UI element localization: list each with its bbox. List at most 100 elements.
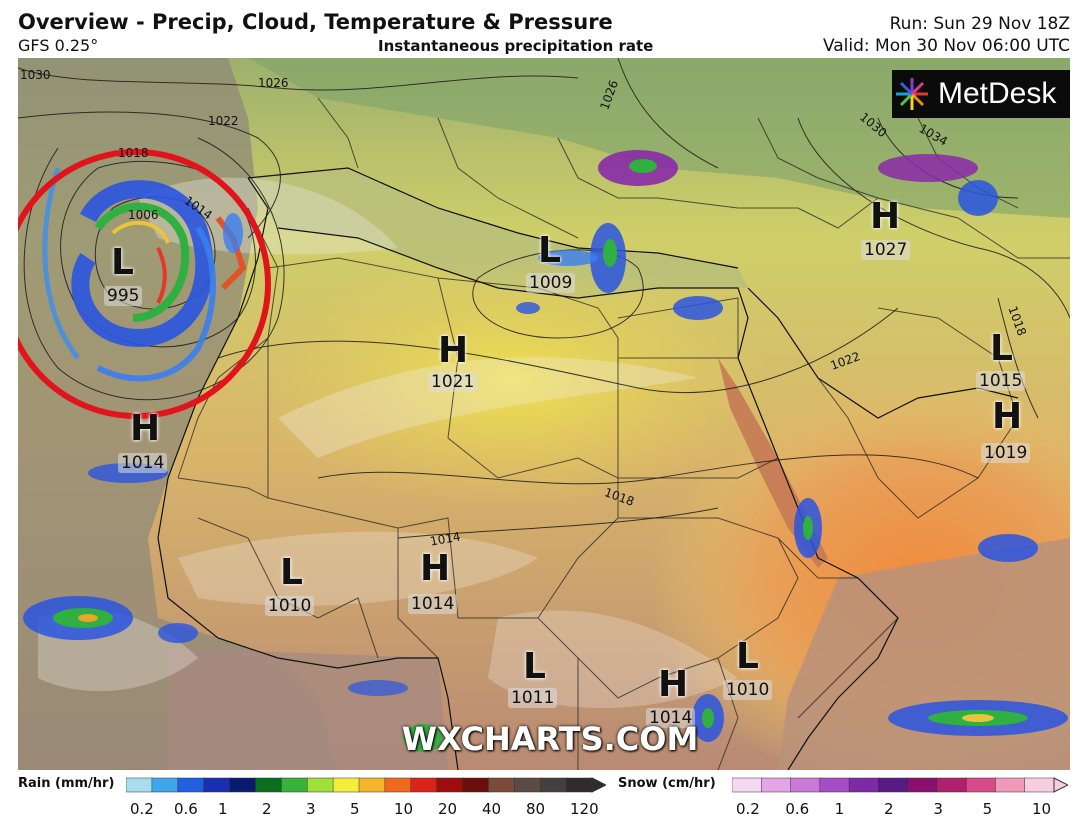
precipitation [23,150,1068,752]
colorbar-swatch [229,777,257,793]
colorbar-swatch [410,777,438,793]
legend-tick-label: 10 [1032,800,1052,818]
valid-time: Valid: Mon 30 Nov 06:00 UTC [822,36,1070,56]
rain-colorbar [126,777,606,793]
legend-tick-label: 10 [394,800,414,818]
pressure-center-letter: H [438,330,469,371]
pressure-center-value: 1011 [508,688,558,708]
colorbar-swatch [848,777,880,793]
legend-tick-label: 5 [350,800,360,818]
legend-tick-label: 1 [834,800,845,818]
pressure-center-letter: L [990,328,1013,369]
model-label: GFS 0.25° [18,36,99,55]
pressure-center-letter: L [538,230,561,271]
pressure-center-letter: H [130,408,161,449]
colorbar-swatch [255,777,283,793]
isobar-label: 1022 [208,114,239,128]
legend-tick-label: 0.6 [174,800,198,818]
colorbar-swatch [539,777,567,793]
pressure-center-value: 1019 [981,443,1031,463]
colorbar-arrow [1053,777,1068,793]
colorbar-swatch [761,777,792,793]
gulf-of-guinea [168,648,448,770]
colorbar-swatch [790,777,821,793]
snow-colorbar [732,777,1068,793]
colorbar-swatch [126,777,153,793]
wxcharts-watermark: WXCHARTS.COM [401,720,699,758]
legend-tick-label: 0.2 [736,800,760,818]
legend-tick-label: 0.2 [130,800,154,818]
metdesk-starburst-icon [896,78,928,110]
colorbar-swatch [358,777,386,793]
isobars [18,58,1070,539]
metdesk-logo-text: MetDesk [938,77,1057,110]
annotation-circle [18,149,271,419]
legend-tick-label: 2 [884,800,894,818]
pressure-center-value: 995 [104,286,143,306]
isobar-label: 1026 [258,76,289,90]
pressure-center-letter: L [523,646,546,687]
colorbar-swatch [878,777,909,793]
colorbar-swatch [732,777,763,793]
pressure-center-letter: H [992,396,1023,437]
chart-header: Overview - Precip, Cloud, Temperature & … [0,0,1082,58]
colorbar-swatch [514,777,541,793]
coastlines [157,167,1019,770]
run-time: Run: Sun 29 Nov 18Z [889,14,1070,34]
colorbar-swatch [936,777,967,793]
colorbar-swatch [819,777,850,793]
pressure-center-letter: L [736,636,759,677]
legend-tick-label: 80 [526,800,546,818]
pressure-center-value: 1010 [265,596,315,616]
cloud-band [178,531,538,606]
colorbar-swatch [203,777,231,793]
color-legend: Rain (mm/hr) 0.2 0.6 1 2 3 5 10 20 40 80 120 Snow … [0,770,1082,826]
colorbar-swatch [177,777,205,793]
pressure-center-letter: H [420,548,451,589]
chart-subtitle: Instantaneous precipitation rate [378,37,654,55]
colorbar-swatch [565,777,593,793]
legend-tick-label: 1 [218,800,228,818]
pressure-center-value: 1027 [861,240,911,260]
legend-tick-label: 2 [262,800,272,818]
pressure-center-letter: H [658,664,689,705]
cloud-band [278,357,698,458]
colorbar-swatch [151,777,179,793]
colorbar-arrow [591,777,606,793]
metdesk-logo: MetDesk [892,70,1070,118]
colorbar-swatch [281,777,308,793]
legend-tick-label: 3 [933,800,943,818]
colorbar-swatch [332,777,360,793]
pressure-center-value: 1014 [408,594,458,614]
legend-tick-label: 120 [570,800,599,818]
colorbar-swatch [306,777,334,793]
pressure-center-value: 1021 [428,372,478,392]
isobar-label: 1006 [128,208,159,222]
pressure-center-letter: H [870,196,901,237]
cloud-band [488,610,738,708]
colorbar-swatch [965,777,997,793]
pressure-center-value: 1009 [526,273,576,293]
colorbar-swatch [384,777,412,793]
isobar-label: 1018 [118,146,149,160]
legend-tick-label: 5 [982,800,993,818]
colorbar-swatch [907,777,938,793]
colorbar-swatch [488,777,516,793]
rain-legend-title: Rain (mm/hr) [18,776,115,791]
chart-title: Overview - Precip, Cloud, Temperature & … [18,10,613,34]
colorbar-swatch [436,777,464,793]
legend-tick-label: 40 [482,800,502,818]
map-canvas [18,58,1070,770]
pressure-center-letter: L [280,552,303,593]
legend-tick-label: 0.6 [785,800,810,818]
pressure-center-value: 1015 [976,371,1026,391]
snow-legend-title: Snow (cm/hr) [618,776,716,791]
isobar-label: 1030 [20,68,51,82]
colorbar-swatch [1024,777,1055,793]
weather-map: L 995 H 1014 H 1021 L 1009 H 1027 L 1015… [18,58,1070,770]
colorbar-swatch [995,777,1026,793]
legend-tick-label: 20 [438,800,458,818]
pressure-center-letter: L [111,242,134,283]
colorbar-swatch [462,777,490,793]
legend-tick-label: 3 [306,800,316,818]
